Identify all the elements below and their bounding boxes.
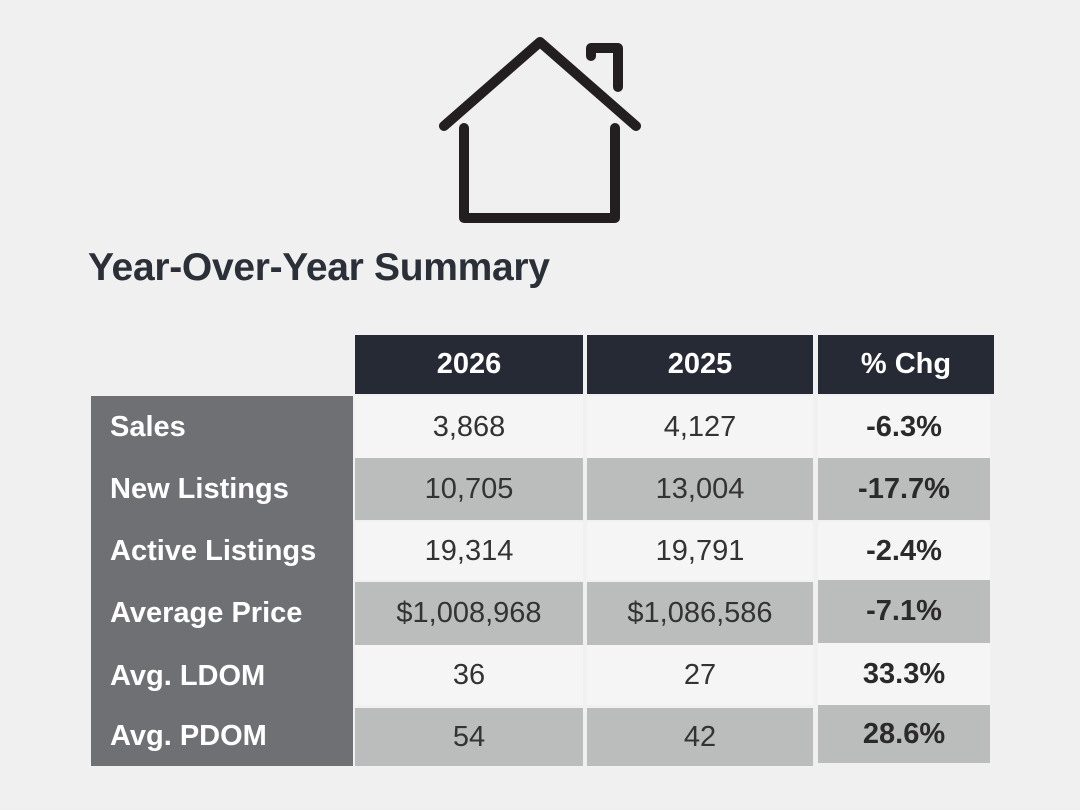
row-label-avg-ldom: Avg. LDOM <box>110 659 266 692</box>
column-header-2025: 2025 <box>587 335 813 394</box>
cell-chg-sales: -6.3% <box>818 396 990 458</box>
cell-chg-new-listings: -17.7% <box>818 458 990 520</box>
cell-2025-avg-ldom: 27 <box>587 645 813 705</box>
column-header-2026: 2026 <box>355 335 583 394</box>
cell-2026-avg-ldom: 36 <box>355 645 583 705</box>
cell-chg-average-price: -7.1% <box>818 580 990 643</box>
cell-2026-active-listings: 19,314 <box>355 522 583 580</box>
row-label-avg-pdom: Avg. PDOM <box>110 719 267 752</box>
row-label-average-price: Average Price <box>110 596 303 629</box>
cell-chg-avg-ldom: 33.3% <box>818 643 990 705</box>
cell-2026-avg-pdom: 54 <box>355 708 583 766</box>
cell-chg-active-listings: -2.4% <box>818 522 990 580</box>
page-title: Year-Over-Year Summary <box>88 246 550 289</box>
row-labels-column <box>91 396 353 766</box>
cell-2026-average-price: $1,008,968 <box>355 582 583 645</box>
row-label-sales: Sales <box>110 410 186 443</box>
row-label-active-listings: Active Listings <box>110 534 317 567</box>
house-icon <box>439 37 641 223</box>
cell-2025-new-listings: 13,004 <box>587 458 813 520</box>
cell-2026-new-listings: 10,705 <box>355 458 583 520</box>
cell-2025-average-price: $1,086,586 <box>587 582 813 645</box>
row-label-new-listings: New Listings <box>110 472 289 505</box>
cell-2025-avg-pdom: 42 <box>587 708 813 766</box>
cell-chg-avg-pdom: 28.6% <box>818 705 990 763</box>
cell-2026-sales: 3,868 <box>355 396 583 458</box>
cell-2025-active-listings: 19,791 <box>587 522 813 580</box>
column-header-pct-change: % Chg <box>818 335 994 394</box>
cell-2025-sales: 4,127 <box>587 396 813 458</box>
